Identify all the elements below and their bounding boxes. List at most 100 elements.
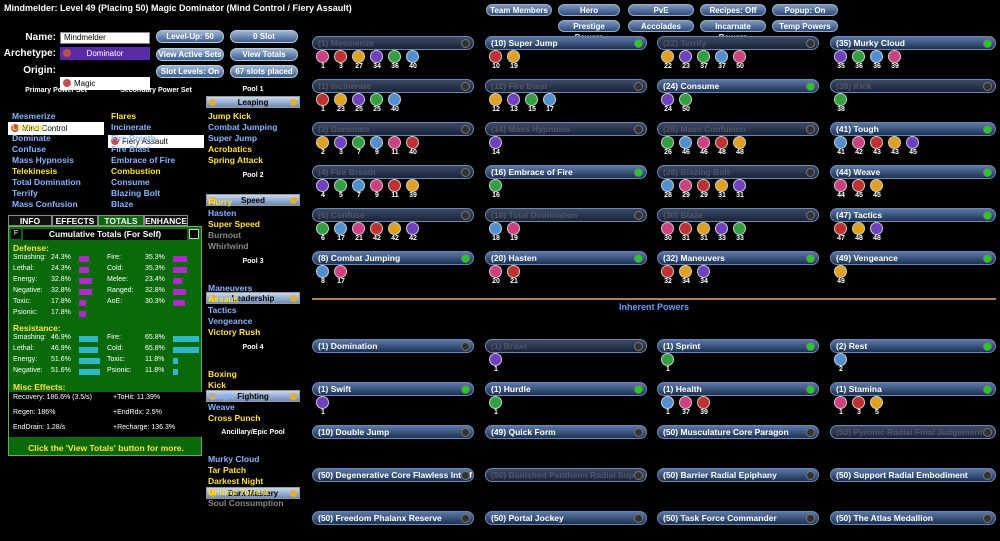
enhancement-icon[interactable] (388, 222, 401, 235)
power-slot-6-confuse[interactable]: (6) Confuse (312, 208, 474, 222)
enhancement-icon[interactable] (834, 396, 847, 409)
enhancement-icon[interactable] (507, 222, 520, 235)
secondary-power-blaze[interactable]: Blaze (111, 199, 134, 209)
enhancement-icon[interactable] (352, 136, 365, 149)
tab-enhance[interactable]: ENHANCE (144, 215, 188, 226)
enhancement-icon[interactable] (352, 222, 365, 235)
pool-select-fighting[interactable]: Fighting (206, 390, 300, 402)
enhancement-icon[interactable] (489, 50, 502, 63)
power-slot-47-tactics[interactable]: (47) Tactics (830, 208, 996, 222)
enhancement-icon[interactable] (316, 179, 329, 192)
secondary-power-incinerate[interactable]: Incinerate (111, 122, 152, 132)
primary-power-mass-hypnosis[interactable]: Mass Hypnosis (12, 155, 74, 165)
power-slot-50-musculature-core-paragon[interactable]: (50) Musculature Core Paragon (657, 425, 819, 439)
power-slot-10-double-jump[interactable]: (10) Double Jump (312, 425, 474, 439)
primary-power-mesmerize[interactable]: Mesmerize (12, 111, 56, 121)
enhancement-icon[interactable] (661, 179, 674, 192)
enhancement-icon[interactable] (507, 50, 520, 63)
enhancement-icon[interactable] (715, 222, 728, 235)
pool-power-hasten[interactable]: Hasten (208, 208, 237, 218)
pve-button[interactable]: PvE (628, 4, 694, 16)
enhancement-icon[interactable] (679, 222, 692, 235)
power-slot-24-consume[interactable]: (24) Consume (657, 79, 819, 93)
power-slot-50-degenerative-core-flawless-interf[interactable]: (50) Degenerative Core Flawless Interf (312, 468, 474, 482)
enhancement-icon[interactable] (316, 396, 329, 409)
secondary-power-combustion[interactable]: Combustion (111, 166, 161, 176)
enhancement-icon[interactable] (697, 136, 710, 149)
enhancement-icon[interactable] (406, 136, 419, 149)
power-slot-50-portal-jockey[interactable]: (50) Portal Jockey (485, 511, 647, 525)
enhancement-icon[interactable] (834, 222, 847, 235)
primary-power-mass-confusion[interactable]: Mass Confusion (12, 199, 78, 209)
enhancement-icon[interactable] (697, 222, 710, 235)
power-slot-50-freedom-phalanx-reserve[interactable]: (50) Freedom Phalanx Reserve (312, 511, 474, 525)
pool-power-victory-rush[interactable]: Victory Rush (208, 327, 261, 337)
enhancement-icon[interactable] (852, 50, 865, 63)
enhancement-icon[interactable] (316, 222, 329, 235)
enhancement-icon[interactable] (852, 136, 865, 149)
power-slot-18-total-domination[interactable]: (18) Total Domination (485, 208, 647, 222)
pool-select-dark-mastery[interactable]: Dark Mastery (206, 487, 300, 499)
pool-power-super-speed[interactable]: Super Speed (208, 219, 260, 229)
team-members-button[interactable]: Team Members (486, 4, 552, 16)
pool-power-tough[interactable]: Tough (208, 391, 234, 401)
enhancement-icon[interactable] (406, 222, 419, 235)
enhancement-icon[interactable] (661, 353, 674, 366)
enhancement-icon[interactable] (870, 179, 883, 192)
secondary-power-flares[interactable]: Flares (111, 111, 137, 121)
enhancement-icon[interactable] (489, 265, 502, 278)
enhancement-icon[interactable] (661, 396, 674, 409)
power-slot-20-hasten[interactable]: (20) Hasten (485, 251, 647, 265)
power-slot-2-dominate[interactable]: (2) Dominate (312, 122, 474, 136)
power-slot-22-terrify[interactable]: (22) Terrify (657, 36, 819, 50)
power-slot-8-combat-jumping[interactable]: (8) Combat Jumping (312, 251, 474, 265)
enhancement-icon[interactable] (334, 136, 347, 149)
enhancement-icon[interactable] (697, 179, 710, 192)
power-slot-1-health[interactable]: (1) Health (657, 382, 819, 396)
enhancement-icon[interactable] (406, 50, 419, 63)
enhancement-icon[interactable] (507, 265, 520, 278)
primary-power-dominate[interactable]: Dominate (12, 133, 51, 143)
enhancement-icon[interactable] (334, 222, 347, 235)
enhancement-icon[interactable] (697, 50, 710, 63)
enhancement-icon[interactable] (834, 353, 847, 366)
enhancement-icon[interactable] (388, 50, 401, 63)
primary-power-levitate[interactable]: Levitate (12, 122, 45, 132)
power-slot-50-task-force-commander[interactable]: (50) Task Force Commander (657, 511, 819, 525)
enhancement-icon[interactable] (715, 136, 728, 149)
pool-select-speed[interactable]: Speed (206, 194, 300, 206)
enhancement-icon[interactable] (697, 265, 710, 278)
enhancement-icon[interactable] (834, 265, 847, 278)
power-slot-1-hurdle[interactable]: (1) Hurdle (485, 382, 647, 396)
pool-power-cross-punch[interactable]: Cross Punch (208, 413, 261, 423)
enhancement-icon[interactable] (834, 50, 847, 63)
enhancement-icon[interactable] (507, 93, 520, 106)
enhancement-icon[interactable] (697, 396, 710, 409)
enhancement-icon[interactable] (715, 50, 728, 63)
origin-select[interactable]: Magic (60, 77, 150, 90)
enhancement-icon[interactable] (715, 179, 728, 192)
enhancement-icon[interactable] (733, 136, 746, 149)
enhancement-icon[interactable] (489, 396, 502, 409)
enhancement-icon[interactable] (316, 93, 329, 106)
power-slot-44-weave[interactable]: (44) Weave (830, 165, 996, 179)
tab-effects[interactable]: EFFECTS (52, 215, 98, 226)
enhancement-icon[interactable] (316, 136, 329, 149)
enhancement-icon[interactable] (888, 50, 901, 63)
power-slot-4-fire-breath[interactable]: (4) Fire Breath (312, 165, 474, 179)
tab-info[interactable]: INFO (8, 215, 52, 226)
enhancement-icon[interactable] (834, 136, 847, 149)
enhancement-icon[interactable] (370, 179, 383, 192)
enhancement-icon[interactable] (679, 136, 692, 149)
enhancement-icon[interactable] (334, 50, 347, 63)
enhancement-icon[interactable] (661, 222, 674, 235)
pool-power-super-jump[interactable]: Super Jump (208, 133, 258, 143)
window-icon[interactable] (189, 229, 199, 239)
enhancement-icon[interactable] (352, 50, 365, 63)
enhancement-icon[interactable] (870, 396, 883, 409)
pool-power-soul-consumption[interactable]: Soul Consumption (208, 498, 284, 508)
enhancement-icon[interactable] (525, 93, 538, 106)
pool-select-leadership[interactable]: Leadership (206, 292, 300, 304)
power-slot-30-blaze[interactable]: (30) Blaze (657, 208, 819, 222)
power-slot-1-mesmerize[interactable]: (1) Mesmerize (312, 36, 474, 50)
